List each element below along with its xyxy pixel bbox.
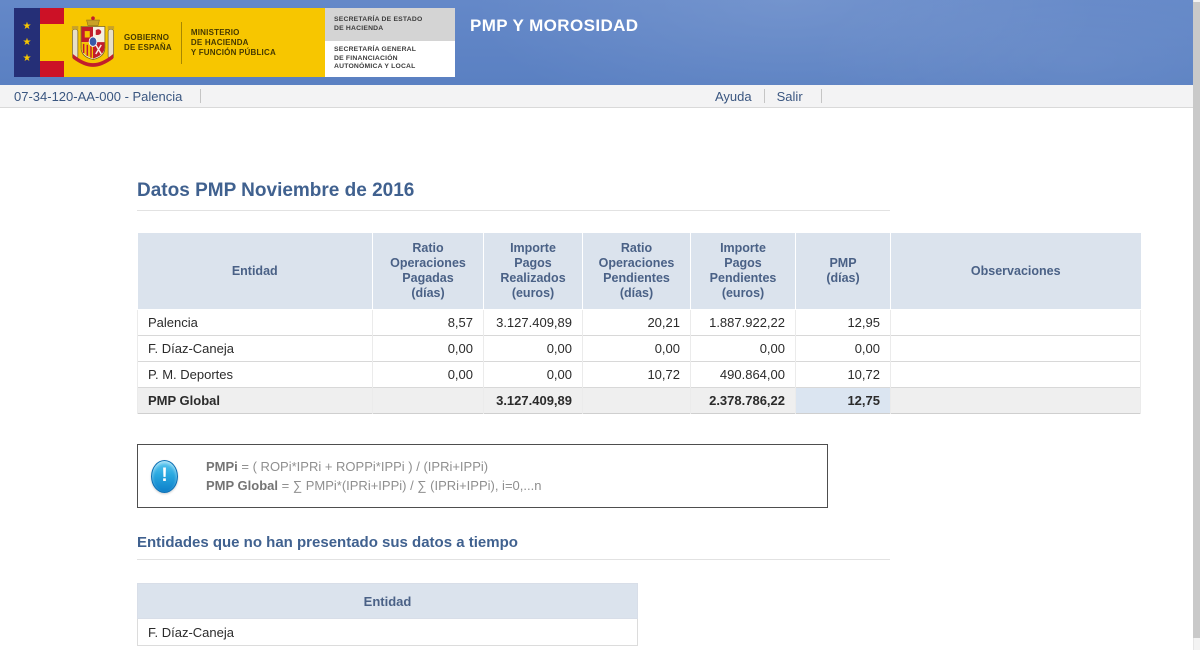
cell-importe-pendientes: 490.864,00 <box>690 361 796 388</box>
formula-pmp-global: PMP Global = ∑ PMPi*(IPRi+IPPi) / ∑ (IPR… <box>206 478 542 493</box>
app-header: ★ ★ ★ <box>0 0 1200 85</box>
cell-importe-realizados: 3.127.409,89 <box>483 387 583 414</box>
formula-info-box: ! PMPi = ( ROPi*IPRi + ROPPi*IPPi ) / (I… <box>137 444 828 508</box>
table-header-row: Entidad Ratio Operaciones Pagadas (días)… <box>137 232 1141 310</box>
secretariat-general-label: SECRETARÍA GENERAL DE FINANCIACIÓN AUTON… <box>325 41 455 77</box>
star-icon: ★ <box>22 36 32 48</box>
cell-ratio-pagadas <box>372 387 484 414</box>
col-importe-pagos-pendientes: Importe Pagos Pendientes (euros) <box>690 232 796 310</box>
title-rule <box>137 210 890 211</box>
coat-of-arms-icon <box>71 15 115 67</box>
spain-flag-stripes <box>40 8 64 77</box>
stars-strip: ★ ★ ★ <box>14 8 40 77</box>
government-label: GOBIERNO DE ESPAÑA <box>124 32 172 52</box>
col-observaciones: Observaciones <box>890 232 1141 310</box>
info-icon: ! <box>151 459 178 493</box>
cell-importe-pendientes: 1.887.922,22 <box>690 309 796 336</box>
cell-ratio-pagadas: 0,00 <box>372 335 484 362</box>
pmp-formulas: PMPi = ( ROPi*IPRi + ROPPi*IPPi ) / (IPR… <box>206 457 541 495</box>
cell-importe-realizados: 0,00 <box>483 335 583 362</box>
main-content: Datos PMP Noviembre de 2016 Entidad Rati… <box>0 180 1200 646</box>
section2-rule <box>137 559 890 560</box>
cell-observaciones <box>890 387 1141 414</box>
nav-bar: 07-34-120-AA-000 - Palencia Ayuda Salir <box>0 85 1200 108</box>
table-row: Palencia 8,57 3.127.409,89 20,21 1.887.9… <box>137 309 1141 336</box>
app-title: PMP Y MOROSIDAD <box>470 16 639 35</box>
col-ratio-op-pagadas: Ratio Operaciones Pagadas (días) <box>372 232 484 310</box>
help-link[interactable]: Ayuda <box>715 88 752 104</box>
col-ratio-op-pendientes: Ratio Operaciones Pendientes (días) <box>582 232 691 310</box>
col-entidad: Entidad <box>137 232 373 310</box>
cell-entidad: PMP Global <box>137 387 373 414</box>
vertical-scrollbar <box>1193 0 1200 650</box>
col-importe-pagos-realizados: Importe Pagos Realizados (euros) <box>483 232 583 310</box>
cell-pmp: 10,72 <box>795 361 891 388</box>
breadcrumb: 07-34-120-AA-000 - Palencia <box>14 88 183 104</box>
star-icon: ★ <box>22 20 32 32</box>
page-title: Datos PMP Noviembre de 2016 <box>137 180 415 201</box>
exit-link[interactable]: Salir <box>776 88 803 104</box>
star-icon: ★ <box>22 52 32 64</box>
cell-ratio-pendientes: 20,21 <box>582 309 691 336</box>
nav-separator <box>763 89 765 103</box>
cell-entidad: Palencia <box>137 309 373 336</box>
cell-entidad: F. Díaz-Caneja <box>137 335 373 362</box>
formula-pmpi: PMPi = ( ROPi*IPRi + ROPPi*IPPi ) / (IPR… <box>206 459 489 474</box>
nav-links: Ayuda Salir <box>715 85 834 107</box>
cell-importe-realizados: 3.127.409,89 <box>483 309 583 336</box>
cell-importe-pendientes: 0,00 <box>690 335 796 362</box>
table-row: F. Díaz-Caneja <box>137 618 638 646</box>
cell-observaciones <box>890 361 1141 388</box>
cell-pmp-global-value: 12,75 <box>795 387 891 414</box>
late-entities-title: Entidades que no han presentado sus dato… <box>137 534 518 551</box>
gobierno-de-espana-logo[interactable]: ★ ★ ★ <box>14 8 455 77</box>
cell-ratio-pendientes: 10,72 <box>582 361 691 388</box>
logo-yellow-field: GOBIERNO DE ESPAÑA MINISTERIO DE HACIEND… <box>64 8 325 77</box>
secretariat-state-label: SECRETARÍA DE ESTADO DE HACIENDA <box>325 8 455 41</box>
cell-ratio-pendientes <box>582 387 691 414</box>
breadcrumb-separator <box>200 89 202 103</box>
pmp-global-row: PMP Global 3.127.409,89 2.378.786,22 12,… <box>137 387 1141 414</box>
table-header-row: Entidad <box>137 583 638 619</box>
cell-ratio-pagadas: 8,57 <box>372 309 484 336</box>
cell-ratio-pagadas: 0,00 <box>372 361 484 388</box>
nav-separator <box>820 89 822 103</box>
logo-divider <box>180 21 182 64</box>
cell-importe-realizados: 0,00 <box>483 361 583 388</box>
cell-pmp: 0,00 <box>795 335 891 362</box>
table-row: P. M. Deportes 0,00 0,00 10,72 490.864,0… <box>137 361 1141 388</box>
table-row: F. Díaz-Caneja 0,00 0,00 0,00 0,00 0,00 <box>137 335 1141 362</box>
cell-observaciones <box>890 335 1141 362</box>
cell-importe-pendientes: 2.378.786,22 <box>690 387 796 414</box>
pmp-data-table: Entidad Ratio Operaciones Pagadas (días)… <box>137 232 1141 414</box>
secretariats-block: SECRETARÍA DE ESTADO DE HACIENDA SECRETA… <box>325 8 455 77</box>
cell-pmp: 12,95 <box>795 309 891 336</box>
ministry-label: MINISTERIO DE HACIENDA Y FUNCIÓN PÚBLICA <box>190 27 276 57</box>
cell-entidad: P. M. Deportes <box>137 361 373 388</box>
cell-ratio-pendientes: 0,00 <box>582 335 691 362</box>
cell-observaciones <box>890 309 1141 336</box>
late-entities-table: Entidad F. Díaz-Caneja <box>137 583 638 646</box>
scrollbar-thumb[interactable] <box>1193 2 1200 638</box>
cell-entidad: F. Díaz-Caneja <box>137 618 638 646</box>
col-pmp: PMP (días) <box>795 232 891 310</box>
col-entidad: Entidad <box>137 583 638 619</box>
